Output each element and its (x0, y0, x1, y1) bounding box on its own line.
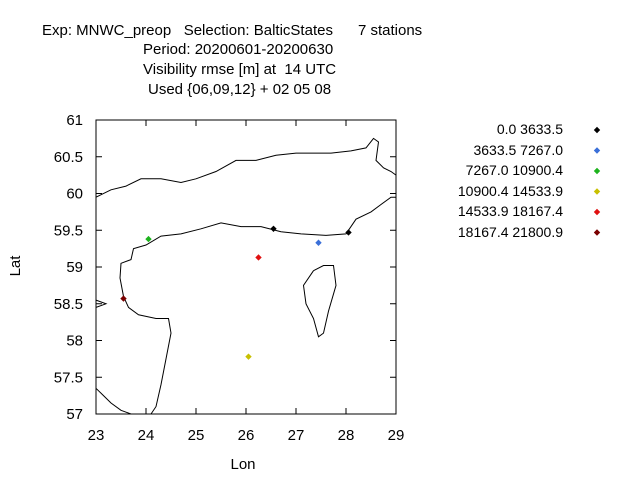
x-tick-label: 24 (138, 427, 155, 444)
axis-ticks-layer: 23 24 25 26 27 28 29 57 57.5 58 58.5 59 59.5 60 60.5 61 (54, 112, 405, 444)
legend-marker (593, 167, 601, 175)
legend-marker (593, 147, 601, 154)
coastline-3 (302, 265, 337, 338)
coastline-2 (123, 296, 172, 415)
coastline-5 (95, 387, 132, 415)
y-tick-label: 59 (66, 259, 83, 276)
chart-title-line-1: Exp: MNWC_preop Selection: BalticStates … (42, 22, 423, 39)
legend-markers (593, 126, 601, 236)
y-tick-label: 61 (66, 112, 83, 129)
data-point (120, 295, 127, 302)
data-point (345, 229, 352, 236)
x-tick-label: 28 (338, 427, 355, 444)
x-tick-label: 27 (288, 427, 305, 444)
y-tick-label: 57.5 (54, 369, 83, 386)
y-tick-label: 58.5 (54, 296, 83, 313)
chart-title-line-3: Visibility rmse [m] at 14 UTC (143, 61, 337, 78)
data-point (270, 225, 277, 232)
coastline-1 (119, 196, 396, 297)
legend-entry-label: 10900.4 14533.9 (457, 182, 563, 199)
chart-title-line-4: Used {06,09,12} + 02 05 08 (148, 81, 332, 98)
legend-entry-label: 18167.4 21800.9 (457, 223, 563, 240)
chart-title-line-2: Period: 20200601-20200630 (143, 41, 334, 58)
x-axis-label: Lon (230, 456, 255, 473)
legend-entry-label: 0.0 3633.5 (496, 121, 563, 137)
plot-frame (95, 119, 397, 415)
x-tick-label: 29 (388, 427, 405, 444)
coastline-layer (95, 137, 397, 415)
data-point (245, 353, 252, 360)
x-tick-label: 25 (188, 427, 205, 444)
data-point (315, 239, 322, 246)
data-points-layer (120, 225, 352, 360)
legend-entry-label: 3633.5 7267.0 (473, 141, 563, 158)
legend-marker (593, 208, 601, 216)
legend-marker (593, 229, 601, 236)
y-axis-label: Lat (7, 255, 24, 277)
legend-marker (593, 126, 601, 134)
y-tick-label: 57 (66, 406, 83, 423)
y-tick-label: 60 (66, 186, 83, 203)
data-point (145, 235, 152, 243)
x-tick-label: 26 (238, 427, 255, 444)
legend-entry-label: 7267.0 10900.4 (465, 162, 563, 178)
y-tick-label: 59.5 (54, 222, 83, 239)
coastline-0 (95, 137, 397, 198)
coastline-4 (95, 299, 108, 308)
legend-marker (593, 188, 601, 195)
y-tick-label: 60.5 (54, 149, 83, 166)
data-point (255, 254, 262, 261)
x-tick-label: 23 (88, 427, 105, 444)
legend-entry-label: 14533.9 18167.4 (457, 203, 563, 219)
y-tick-label: 58 (66, 333, 83, 350)
